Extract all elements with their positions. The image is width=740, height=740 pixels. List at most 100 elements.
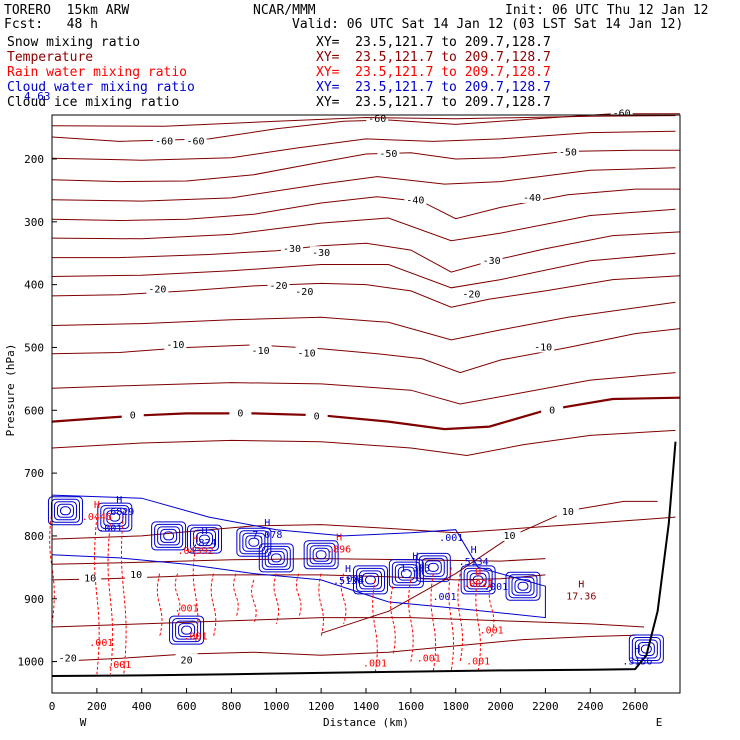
temperature-contour [51, 130, 676, 161]
temperature-contour-label: -30 [312, 248, 330, 259]
temperature-contour [51, 516, 676, 540]
temperature-contour-label: -10 [298, 349, 316, 360]
cloud-water-contour [160, 528, 178, 543]
rain-water-contour [390, 586, 396, 656]
cloud-water-contour [517, 581, 529, 591]
cloud-water-contour [352, 565, 388, 595]
cloud-water-contour [47, 496, 83, 526]
rain-contour-label: .001 [183, 632, 207, 643]
temperature-contour-label: 0 [314, 412, 320, 423]
temperature-contour-label: -10 [252, 346, 270, 357]
temperature-contour [51, 429, 676, 457]
cloud-water-contour [466, 570, 490, 590]
rain-contour-label: .001 [89, 638, 113, 649]
forecast-hour: Fcst: 48 h [4, 17, 98, 32]
temperature-contour [51, 617, 645, 628]
contour-label-bg [153, 134, 176, 147]
cloud-water-contour [364, 575, 376, 585]
rain-contour-label: .001 [107, 660, 131, 671]
contour-label-bg [280, 241, 303, 254]
rain-water-contour [156, 573, 163, 637]
cloud-contour-label: .001 [340, 574, 364, 585]
cloud-water-contour [505, 571, 541, 601]
temperature-contour-label: -20 [269, 281, 287, 292]
temperature-contour [51, 372, 676, 405]
cloud-water-contour [309, 545, 333, 565]
temperature-contour-label: 10 [130, 570, 142, 581]
cloud-water-envelope [51, 494, 546, 619]
cloud-contour-label: .001 [439, 533, 463, 544]
temperature-contour-label: -20 [148, 285, 166, 296]
y-tick-label: 1000 [18, 656, 45, 669]
cloud-water-contour [267, 550, 285, 565]
legend-field-name: Temperature [7, 50, 94, 65]
temperature-contour-label: -50 [559, 148, 577, 159]
legend-cross-section: XY= 23.5,121.7 to 209.7,128.7 [316, 50, 551, 65]
cloud-water-contour [239, 530, 269, 555]
cloud-water-contour [508, 574, 538, 599]
temperature-contour-label: -60 [368, 114, 386, 125]
temperature-contour [51, 634, 636, 663]
x-tick-label: 1600 [398, 700, 425, 713]
contour-label-bg [79, 571, 102, 584]
max-value-label: .5136 [333, 576, 363, 587]
temperature-contour-label: 0 [237, 408, 243, 419]
cloud-water-contour [463, 567, 493, 592]
temperature-contour [51, 301, 676, 341]
rain-water-contour [107, 523, 114, 675]
west-label: W [80, 716, 87, 729]
rain-water-contour [273, 573, 280, 625]
rain-water-contour [488, 579, 495, 637]
cloud-water-contour [391, 561, 421, 586]
max-marker: H [634, 644, 640, 655]
contour-label-bg [293, 285, 316, 298]
rain-water-contour [192, 548, 199, 643]
temperature-contour-label: -60 [187, 136, 205, 147]
init-time: Init: 06 UTC Thu 12 Jan 12 [505, 3, 709, 18]
cloud-water-contour [100, 505, 130, 530]
model-title: TORERO 15km ARW [4, 3, 130, 18]
cloud-water-contour [103, 507, 127, 527]
cloud-water-contour [355, 567, 385, 592]
terrain-line [51, 441, 677, 677]
legend-field-name: Cloud ice mixing ratio [7, 95, 180, 110]
cloud-water-contour [634, 639, 658, 659]
cloud-water-contour [109, 512, 121, 522]
legend-field-name: Cloud water mixing ratio [7, 80, 195, 95]
contour-label-bg [520, 190, 543, 203]
temperature-contour [51, 115, 676, 127]
contour-label-bg [146, 282, 169, 295]
x-tick-label: 1000 [263, 700, 290, 713]
cloud-water-contour [306, 542, 336, 567]
rain-contour-label: .001 [363, 659, 387, 670]
max-marker: H [336, 533, 342, 544]
temperature-contour-label: -30 [283, 244, 301, 255]
cloud-water-contour [154, 523, 184, 548]
cloud-water-contour [236, 527, 272, 557]
cloud-water-contour [151, 521, 187, 551]
temperature-contour-label: -10 [166, 340, 184, 351]
cloud-water-contour [59, 506, 71, 516]
temperature-contour-label: -50 [379, 149, 397, 160]
temperature-contour-label: 0 [130, 410, 136, 421]
cloud-water-contour [511, 576, 535, 596]
rain-contour-label: .001 [175, 603, 199, 614]
cloud-water-contour [361, 572, 379, 587]
cloud-water-contour [258, 543, 294, 573]
rain-water-contour [340, 573, 347, 625]
temperature-contour-label: -10 [534, 342, 552, 353]
cloud-water-contour [460, 565, 496, 595]
cloud-water-contour [415, 552, 451, 582]
cloud-water-contour [312, 547, 330, 562]
cloud-water-contour [303, 540, 339, 570]
max-value-label: .6829 [104, 507, 134, 518]
temperature-contour [51, 188, 680, 222]
cloud-water-contour [178, 623, 196, 638]
cloud-water-contour [469, 572, 487, 587]
cloud-water-contour [157, 526, 181, 546]
max-marker: H [345, 564, 351, 575]
temperature-contour [51, 149, 680, 183]
y-tick-label: 900 [24, 593, 44, 606]
cloud-water-contour [97, 502, 133, 532]
x-tick-label: 1200 [308, 700, 335, 713]
